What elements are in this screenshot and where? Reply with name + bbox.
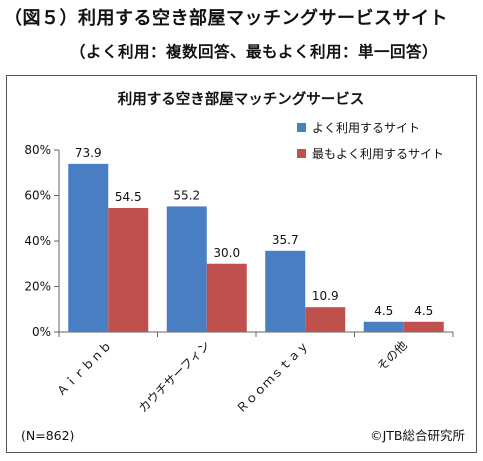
legend-label: よく利用するサイト: [312, 121, 420, 135]
y-tick-label: 0%: [32, 325, 51, 339]
y-tick-label: 40%: [24, 234, 51, 248]
x-category-label: カウチサーフィン: [136, 338, 213, 415]
data-label: 54.5: [115, 190, 142, 204]
chart-title: 利用する空き部屋マッチングサービス: [118, 90, 365, 108]
legend-swatch: [297, 149, 306, 158]
bar-often-used: [363, 321, 404, 332]
figure-title: （図５）利用する空き部屋マッチングサービスサイト: [4, 8, 448, 29]
legend-label: 最もよく利用するサイト: [312, 147, 444, 161]
data-label: 73.9: [75, 146, 102, 160]
figure-subtitle: （よく利用：複数回答、最もよく利用：単一回答）: [70, 43, 439, 61]
data-label: 30.0: [213, 246, 240, 260]
x-category-label: Ｒｏｏｍｓｔａｙ: [234, 338, 312, 416]
y-tick-label: 60%: [24, 189, 51, 203]
bar-most-used: [403, 321, 444, 332]
data-label: 35.7: [272, 233, 299, 247]
bar-often-used: [265, 250, 306, 332]
source-note: ©JTB総合研究所: [370, 428, 465, 443]
bar-most-used: [108, 208, 149, 332]
data-label: 55.2: [173, 188, 200, 202]
bar-chart: 利用する空き部屋マッチングサービス 0% 20% 40% 60% 80% Ａｉｒｂｎｂ カウ…: [21, 90, 465, 443]
chart-frame: 利用する空き部屋マッチングサービス 0% 20% 40% 60% 80% Ａｉｒｂｎｂ カウ…: [6, 75, 477, 453]
bar-often-used: [68, 163, 109, 332]
data-label: 4.5: [374, 304, 393, 318]
data-label: 4.5: [414, 304, 433, 318]
data-label: 10.9: [312, 289, 339, 303]
x-category-label: Ａｉｒｂｎｂ: [54, 338, 115, 399]
y-tick-label: 80%: [24, 143, 51, 157]
sample-size-note: (N=862): [21, 428, 74, 443]
bar-most-used: [305, 307, 346, 332]
legend-swatch: [297, 123, 306, 132]
bar-most-used: [206, 263, 247, 332]
y-tick-label: 20%: [24, 280, 51, 294]
bar-often-used: [166, 206, 207, 332]
x-category-label: その他: [375, 338, 410, 373]
